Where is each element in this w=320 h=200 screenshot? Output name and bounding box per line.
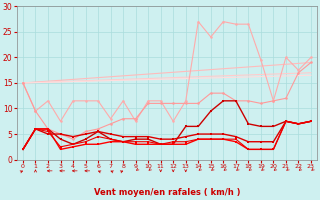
X-axis label: Vent moyen/en rafales ( km/h ): Vent moyen/en rafales ( km/h ) bbox=[94, 188, 240, 197]
